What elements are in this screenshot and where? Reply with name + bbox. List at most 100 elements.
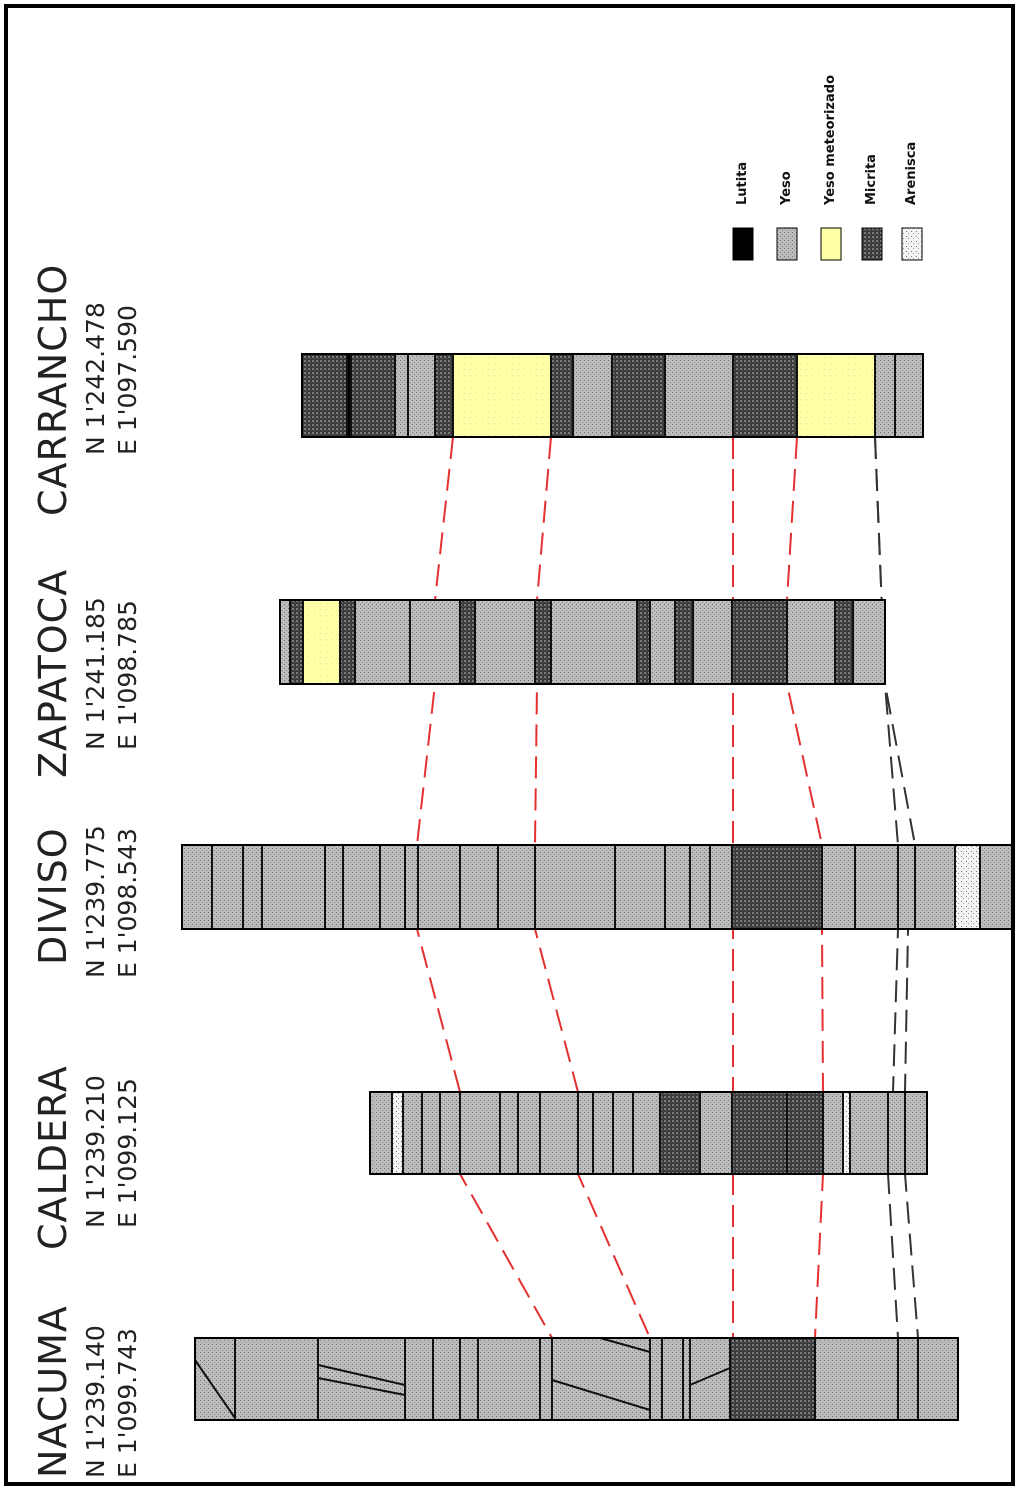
- column-carrancho: [301, 353, 924, 438]
- bed-carrancho-14: [894, 353, 924, 438]
- bed-diviso-4: [324, 844, 344, 930]
- legend: Lutita Yeso Yeso meteorizado Micrita Are…: [732, 75, 923, 261]
- column-outline-nacuma: [194, 1337, 959, 1421]
- column-outline-diviso: [181, 844, 1013, 930]
- bed-diviso-22: [979, 844, 1013, 930]
- fracture-nacuma-5: [689, 1367, 731, 1386]
- bed-carrancho-5: [434, 353, 454, 438]
- fracture-nacuma-4: [599, 1337, 651, 1353]
- bed-nacuma-5: [459, 1337, 479, 1421]
- bed-diviso-15: [709, 844, 733, 930]
- section-north-zapatoca: N 1'241.185: [81, 597, 110, 750]
- legend-swatch-yeso-meteorizado: [820, 227, 842, 261]
- bed-zapatoca-8: [534, 599, 552, 685]
- bed-caldera-5: [459, 1091, 501, 1175]
- section-title-nacuma: NACUMA: [31, 1305, 75, 1478]
- section-east-caldera: E 1'099.125: [113, 1078, 142, 1228]
- bed-caldera-20: [887, 1091, 906, 1175]
- bed-nacuma-3: [404, 1337, 434, 1421]
- section-east-diviso: E 1'098.543: [113, 828, 142, 978]
- fracture-nacuma-3: [551, 1379, 651, 1411]
- bed-nacuma-13: [729, 1337, 816, 1421]
- section-labels: NACUMA N 1'239.140 E 1'099.743 CALDERA N…: [31, 264, 142, 1478]
- section-title-caldera: CALDERA: [31, 1065, 75, 1250]
- section-east-zapatoca: E 1'098.785: [113, 600, 142, 750]
- bed-nacuma-7: [539, 1337, 553, 1421]
- bed-diviso-9: [459, 844, 499, 930]
- bed-caldera-17: [822, 1091, 844, 1175]
- column-outline-zapatoca: [279, 599, 886, 685]
- bed-diviso-2: [242, 844, 263, 930]
- bed-zapatoca-4: [354, 599, 411, 685]
- column-nacuma: [194, 1337, 959, 1421]
- bed-caldera-1: [391, 1091, 404, 1175]
- bed-diviso-19: [897, 844, 916, 930]
- bed-zapatoca-6: [459, 599, 476, 685]
- bed-nacuma-4: [432, 1337, 461, 1421]
- bed-nacuma-1: [234, 1337, 319, 1421]
- bed-caldera-7: [517, 1091, 541, 1175]
- bed-caldera-12: [632, 1091, 661, 1175]
- bed-zapatoca-11: [649, 599, 676, 685]
- bed-diviso-6: [379, 844, 406, 930]
- column-caldera: [369, 1091, 928, 1175]
- bed-caldera-9: [577, 1091, 594, 1175]
- bed-zapatoca-0: [279, 599, 291, 685]
- bed-carrancho-3: [394, 353, 409, 438]
- bed-diviso-16: [731, 844, 823, 930]
- legend-swatch-yeso: [776, 227, 798, 261]
- section-title-carrancho: CARRANCHO: [31, 264, 75, 516]
- bed-nacuma-10: [661, 1337, 684, 1421]
- fracture-nacuma-0: [194, 1359, 236, 1419]
- bed-carrancho-13: [874, 353, 896, 438]
- bed-zapatoca-16: [834, 599, 854, 685]
- bed-zapatoca-9: [550, 599, 638, 685]
- section-title-diviso: DIVISO: [31, 827, 75, 965]
- bed-carrancho-8: [572, 353, 613, 438]
- bed-diviso-21: [954, 844, 981, 930]
- section-north-diviso: N 1'239.775: [81, 825, 110, 978]
- bed-carrancho-0: [301, 353, 348, 438]
- bed-zapatoca-12: [674, 599, 694, 685]
- bed-zapatoca-13: [692, 599, 733, 685]
- section-north-carrancho: N 1'242.478: [81, 302, 110, 455]
- bed-carrancho-12: [796, 353, 876, 438]
- bed-nacuma-11: [682, 1337, 691, 1421]
- column-diviso: [181, 844, 1013, 930]
- bed-carrancho-10: [664, 353, 734, 438]
- bed-caldera-21: [904, 1091, 928, 1175]
- bed-diviso-11: [534, 844, 616, 930]
- bed-zapatoca-15: [786, 599, 836, 685]
- column-outline-carrancho: [301, 353, 924, 438]
- section-title-zapatoca: ZAPATOCA: [31, 569, 75, 778]
- bed-diviso-1: [211, 844, 244, 930]
- section-east-carrancho: E 1'097.590: [113, 305, 142, 455]
- bed-carrancho-9: [611, 353, 666, 438]
- bed-caldera-19: [849, 1091, 889, 1175]
- bed-zapatoca-10: [636, 599, 651, 685]
- bed-zapatoca-3: [339, 599, 356, 685]
- legend-swatch-arenisca: [901, 227, 923, 261]
- bed-diviso-8: [417, 844, 461, 930]
- bed-nacuma-8: [551, 1337, 651, 1421]
- bed-caldera-8: [539, 1091, 579, 1175]
- section-north-nacuma: N 1'239.140: [81, 1325, 110, 1478]
- bed-caldera-0: [369, 1091, 393, 1175]
- bed-zapatoca-1: [289, 599, 304, 685]
- bed-carrancho-4: [407, 353, 436, 438]
- bed-carrancho-2: [350, 353, 396, 438]
- bed-caldera-15: [731, 1091, 788, 1175]
- bed-zapatoca-14: [731, 599, 788, 685]
- legend-label-arenisca: Arenisca: [904, 142, 919, 205]
- bed-zapatoca-2: [302, 599, 341, 685]
- stratigraphic-columns: [181, 353, 1013, 1421]
- bed-caldera-18: [842, 1091, 851, 1175]
- bed-caldera-14: [699, 1091, 733, 1175]
- bed-nacuma-14: [814, 1337, 899, 1421]
- bed-zapatoca-7: [474, 599, 536, 685]
- bed-carrancho-6: [452, 353, 552, 438]
- bed-zapatoca-5: [409, 599, 461, 685]
- bed-caldera-3: [421, 1091, 441, 1175]
- column-outline-caldera: [369, 1091, 928, 1175]
